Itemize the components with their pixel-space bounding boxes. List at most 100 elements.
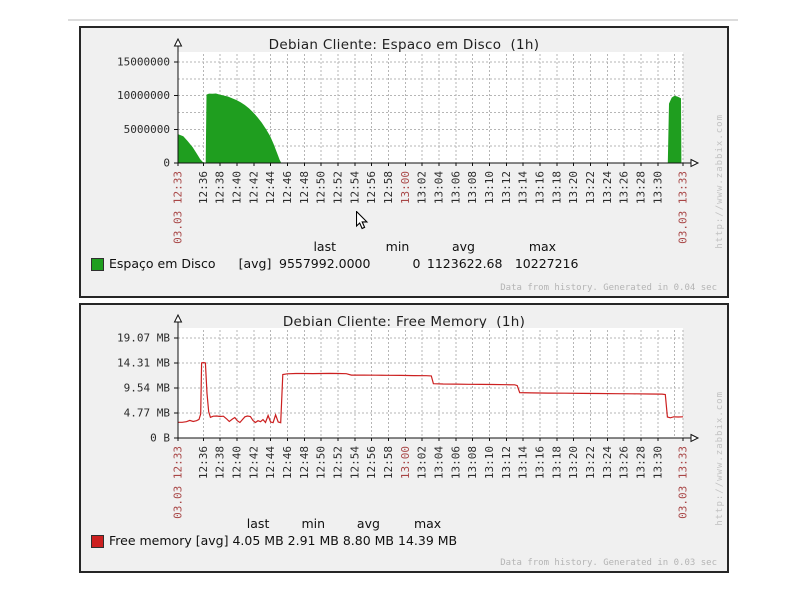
x-tick-label: 13:00 — [399, 171, 412, 204]
x-tick-label: 13:14 — [517, 171, 530, 204]
y-tick-label: 14.31 MB — [117, 356, 170, 369]
x-tick-label: 13:06 — [449, 446, 462, 479]
chart-title: Debian Cliente: Free Memory (1h) — [282, 314, 526, 330]
legend-value-avg: 8.80 MB — [342, 533, 394, 548]
x-tick-label: 13:20 — [567, 446, 580, 479]
x-tick-label: 13:04 — [432, 171, 445, 204]
x-tick-label: 13:26 — [618, 171, 631, 204]
x-tick-label: 03.03 13:33 — [677, 171, 690, 244]
y-tick-label: 10000000 — [117, 89, 170, 102]
mouse-cursor — [356, 211, 369, 230]
x-tick-label: 13:22 — [584, 171, 597, 204]
x-tick-label: 12:58 — [382, 446, 395, 479]
x-tick-label: 13:24 — [601, 446, 614, 479]
x-tick-label: 13:26 — [618, 446, 631, 479]
memory-graph-panel: Debian Cliente: Free Memory (1h) 19.07 M… — [79, 303, 729, 573]
x-tick-label: 13:06 — [449, 171, 462, 204]
x-tick-label: 13:24 — [601, 171, 614, 204]
series-color-swatch — [91, 258, 104, 271]
x-tick-label: 13:16 — [533, 446, 546, 479]
series-color-swatch — [91, 535, 104, 548]
legend-function: [avg] — [195, 533, 229, 548]
legend-value-last: 4.05 MB — [232, 533, 284, 548]
x-tick-label: 12:38 — [214, 446, 227, 479]
axis-ticks — [174, 337, 684, 441]
legend-header-max: max — [413, 516, 442, 531]
legend-header-min: min — [385, 239, 410, 254]
axis-ticks — [174, 61, 684, 166]
x-tick-label: 13:30 — [651, 171, 664, 204]
legend-header-row: last min avg max — [89, 238, 580, 255]
x-tick-label: 13:08 — [466, 171, 479, 204]
x-tick-label: 12:56 — [365, 171, 378, 204]
series-line — [178, 361, 684, 424]
x-tick-label: 13:12 — [500, 171, 513, 204]
x-tick-label: 12:54 — [348, 171, 361, 204]
x-tick-label: 12:52 — [331, 446, 344, 479]
axes — [177, 322, 691, 439]
x-tick-label: 03.03 13:33 — [677, 446, 690, 519]
legend: last min avg max Espaço em Disco [avg] 9… — [89, 238, 580, 272]
x-tick-label: 13:02 — [416, 171, 429, 204]
x-tick-label: 13:04 — [432, 446, 445, 479]
x-tick-label: 12:52 — [331, 171, 344, 204]
x-axis-arrow-icon — [690, 433, 700, 443]
legend-series-name: Free memory — [109, 533, 192, 548]
x-tick-label: 13:10 — [483, 171, 496, 204]
legend-value-max: 14.39 MB — [398, 533, 458, 548]
y-axis-arrow-icon — [173, 313, 183, 323]
legend-value-max: 10227216 — [514, 256, 579, 271]
y-tick-label: 5000000 — [124, 123, 170, 136]
x-tick-label: 12:42 — [247, 171, 260, 204]
x-tick-label: 13:00 — [399, 446, 412, 479]
x-tick-label: 13:28 — [634, 446, 647, 479]
legend-header-last: last — [313, 239, 336, 254]
x-tick-label: 12:48 — [298, 446, 311, 479]
x-tick-label: 13:28 — [634, 171, 647, 204]
legend-value-avg: 1123622.68 — [426, 256, 503, 271]
legend-series-name: Espaço em Disco — [109, 256, 216, 271]
x-tick-label: 13:14 — [517, 446, 530, 479]
disk-chart-plot[interactable]: 15000000 10000000 5000000 003.03 12:33 12:36… — [81, 28, 727, 296]
legend-header-last: last — [246, 516, 270, 531]
x-tick-label: 13:22 — [584, 446, 597, 479]
x-tick-label: 03.03 12:33 — [172, 171, 185, 244]
legend-header-avg: avg — [356, 516, 380, 531]
zabbix-watermark: http://www.zabbix.com — [715, 391, 725, 526]
zabbix-watermark: http://www.zabbix.com — [715, 114, 725, 249]
y-axis-arrow-icon — [173, 37, 183, 47]
x-tick-label: 12:44 — [264, 171, 277, 204]
x-tick-label: 12:36 — [197, 171, 210, 204]
x-tick-label: 03.03 12:33 — [172, 446, 185, 519]
x-tick-label: 13:16 — [533, 171, 546, 204]
x-tick-label: 12:48 — [298, 171, 311, 204]
x-tick-label: 13:20 — [567, 171, 580, 204]
legend-header-min: min — [301, 516, 326, 531]
x-tick-label: 12:54 — [348, 446, 361, 479]
legend-value-row: Espaço em Disco [avg] 9557992.0000 0 112… — [89, 255, 580, 272]
axes — [177, 46, 691, 164]
x-axis-arrow-icon — [690, 158, 700, 168]
x-tick-label: 13:18 — [550, 171, 563, 204]
x-tick-label: 12:36 — [197, 446, 210, 479]
x-tick-label: 12:46 — [281, 446, 294, 479]
y-tick-label: 9.54 MB — [124, 381, 171, 394]
legend-value-last: 9557992.0000 — [279, 256, 371, 271]
x-tick-label: 12:50 — [315, 446, 328, 479]
legend-function: [avg] — [238, 256, 272, 271]
x-tick-label: 12:44 — [264, 446, 277, 479]
x-tick-label: 12:42 — [247, 446, 260, 479]
x-tick-label: 12:40 — [230, 171, 243, 204]
y-tick-label: 15000000 — [117, 56, 170, 69]
x-tick-label: 12:56 — [365, 446, 378, 479]
y-tick-label: 19.07 MB — [117, 332, 170, 345]
y-tick-label: 0 — [163, 157, 170, 170]
x-tick-label: 13:30 — [651, 446, 664, 479]
x-tick-label: 12:46 — [281, 171, 294, 204]
x-tick-label: 13:10 — [483, 446, 496, 479]
legend-value-row: Free memory [avg] 4.05 MB 2.91 MB 8.80 M… — [89, 532, 459, 549]
x-tick-label: 13:02 — [416, 446, 429, 479]
x-tick-label: 12:58 — [382, 171, 395, 204]
x-tick-label: 12:38 — [214, 171, 227, 204]
